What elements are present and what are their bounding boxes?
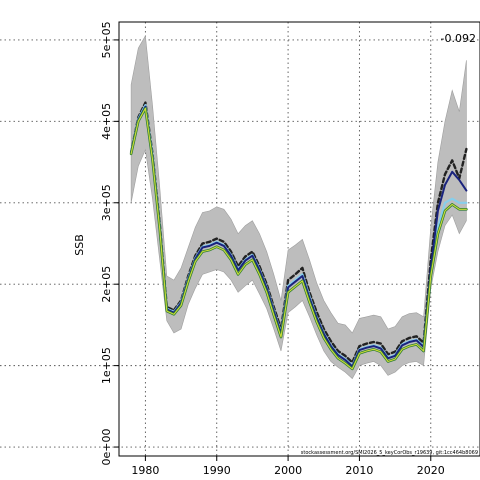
x-tick-label: 2020 [417,464,445,477]
footnote: stockassessment.org/SMI2026_5_keyCorObs_… [301,450,478,456]
x-axis: 1980 1990 2000 2010 2020 [131,456,445,477]
y-tick-label: 4e+05 [100,103,113,140]
series-lines [129,101,468,371]
x-tick-label: 2010 [345,464,373,477]
y-axis-label: SSB [73,234,86,256]
y-tick-label: 5e+05 [100,21,113,58]
y-tick-label: 3e+05 [100,184,113,221]
series-line-5 [130,107,467,370]
confidence-band [130,34,467,380]
y-tick-label: 0e+00 [100,429,113,466]
plot-frame [118,21,480,457]
y-tick-label: 2e+05 [100,266,113,303]
x-tick-label: 1990 [203,464,231,477]
y-axis: 0e+00 1e+05 2e+05 3e+05 4e+05 5e+05 [100,21,119,466]
y-tick-label: 1e+05 [100,347,113,384]
x-tick-label: 1980 [131,464,159,477]
annotation-value: -0.092 [441,32,476,45]
x-tick-label: 2000 [274,464,302,477]
